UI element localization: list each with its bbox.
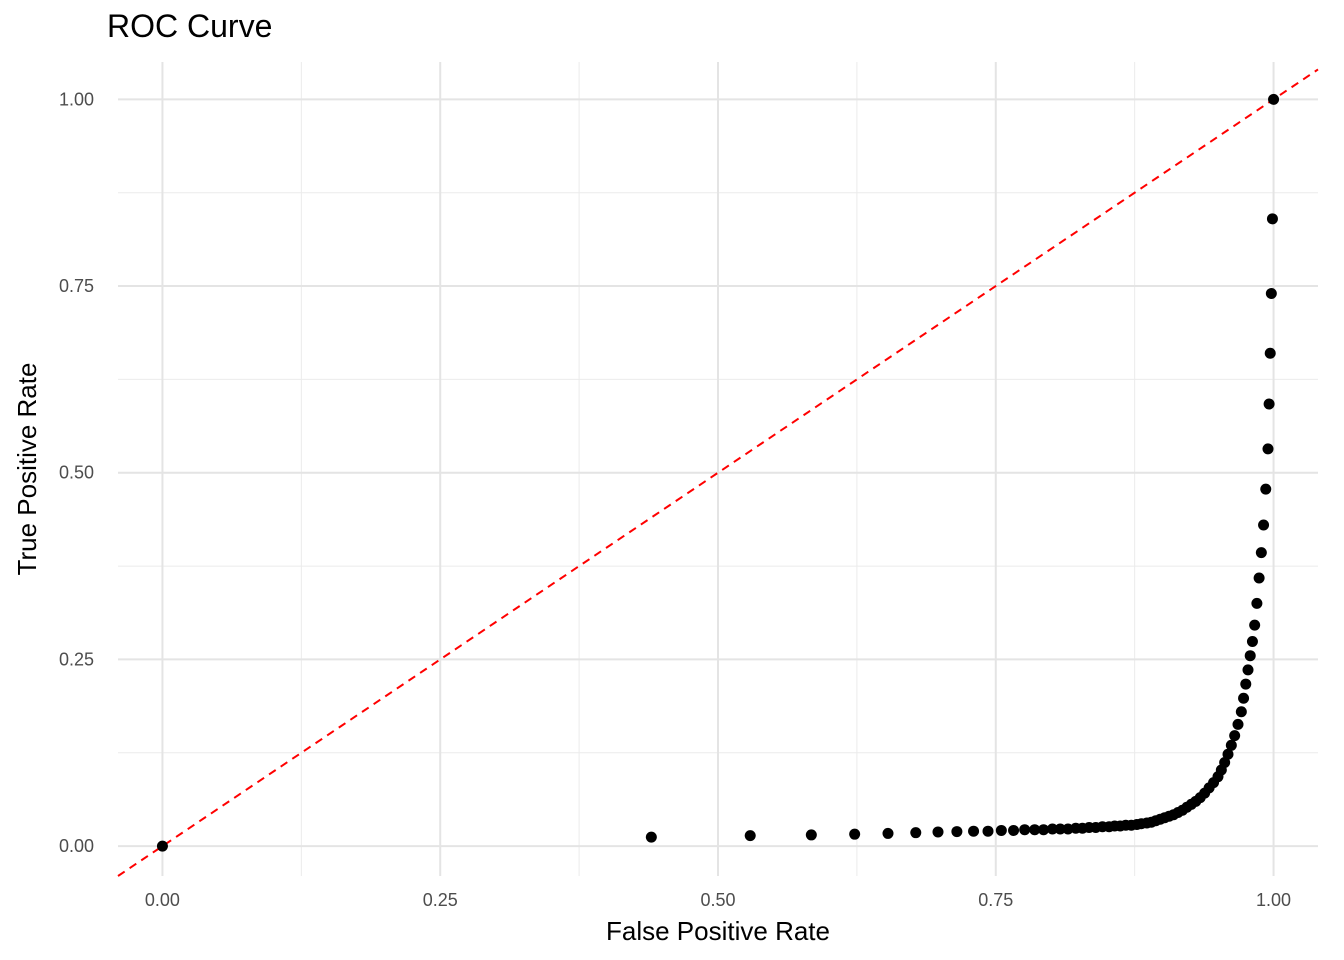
y-tick-label: 0.75: [59, 276, 94, 296]
reference-diagonal: [117, 68, 1319, 877]
y-tick-label: 1.00: [59, 89, 94, 109]
data-point: [1029, 824, 1041, 836]
data-point: [1253, 572, 1265, 584]
data-point: [156, 840, 168, 852]
data-point: [1008, 824, 1020, 836]
data-point: [1046, 823, 1058, 835]
data-point: [1255, 547, 1267, 559]
data-point: [1244, 650, 1256, 662]
y-tick-label: 0.00: [59, 836, 94, 856]
x-tick-labels: 0.00 0.25 0.50 0.75 1.00: [145, 890, 1291, 910]
data-point: [1235, 706, 1247, 718]
data-point: [1225, 739, 1237, 751]
data-point: [1264, 347, 1276, 359]
data-point: [1232, 718, 1244, 730]
chart-title: ROC Curve: [107, 8, 273, 44]
data-point: [1258, 519, 1270, 531]
data-point: [1262, 443, 1274, 455]
major-grid: [118, 62, 1318, 876]
data-point: [1242, 664, 1254, 676]
data-point: [1054, 823, 1066, 835]
data-point: [645, 831, 657, 843]
data-point: [882, 827, 894, 839]
data-point: [849, 828, 861, 840]
data-point: [1019, 824, 1031, 836]
data-point: [805, 829, 817, 841]
data-point: [1265, 288, 1277, 300]
data-point: [968, 825, 980, 837]
data-point: [1249, 619, 1261, 631]
x-tick-label: 0.00: [145, 890, 180, 910]
x-tick-label: 0.75: [978, 890, 1013, 910]
x-axis-title: False Positive Rate: [606, 916, 830, 946]
data-point: [1238, 692, 1250, 704]
x-tick-label: 0.50: [700, 890, 735, 910]
data-point: [1263, 398, 1275, 410]
data-point: [1260, 483, 1272, 495]
data-point: [951, 826, 963, 838]
data-point: [1266, 213, 1278, 225]
data-point: [1268, 93, 1280, 105]
data-point: [1229, 730, 1241, 742]
data-point: [1251, 597, 1263, 609]
data-point: [995, 824, 1007, 836]
y-axis-title: True Positive Rate: [12, 363, 42, 576]
data-point: [1246, 636, 1258, 648]
data-point: [932, 826, 944, 838]
x-tick-label: 0.25: [423, 890, 458, 910]
data-point: [1240, 678, 1252, 690]
x-tick-label: 1.00: [1256, 890, 1291, 910]
data-point: [1038, 824, 1050, 836]
data-points: [156, 93, 1280, 852]
data-point: [910, 827, 922, 839]
y-tick-label: 0.50: [59, 463, 94, 483]
y-tick-labels: 0.00 0.25 0.50 0.75 1.00: [59, 89, 94, 856]
reference-diagonal-group: [117, 68, 1319, 877]
data-point: [1222, 748, 1234, 760]
data-point: [744, 830, 756, 842]
y-tick-label: 0.25: [59, 649, 94, 669]
data-point: [982, 825, 994, 837]
